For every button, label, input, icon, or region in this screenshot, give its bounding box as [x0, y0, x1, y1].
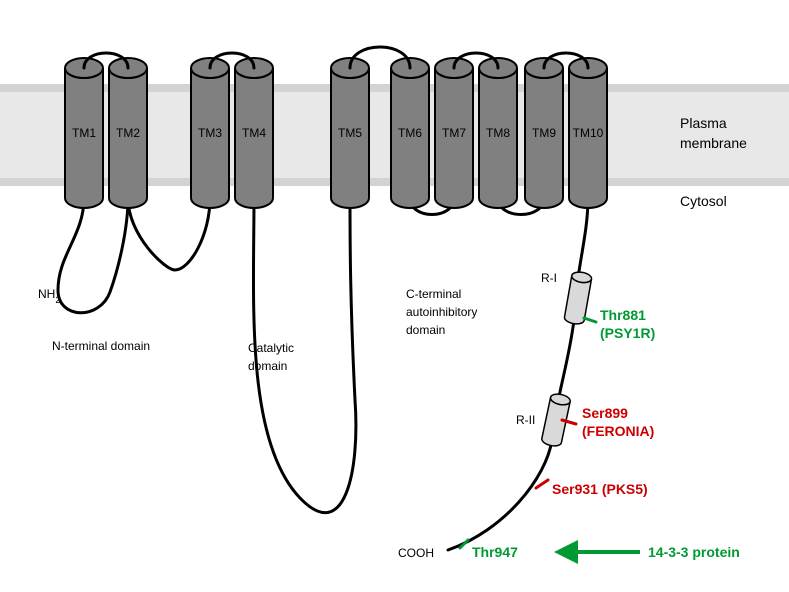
helix-label-TM5: TM5: [338, 126, 362, 140]
regulatory-label-r1: R-I: [541, 271, 557, 285]
label-membrane: membrane: [680, 135, 747, 151]
label-14-3-3: 14-3-3 protein: [648, 544, 740, 560]
phos-kinase-thr881: (PSY1R): [600, 325, 655, 341]
helix-label-TM7: TM7: [442, 126, 466, 140]
helix-TM2: TM2: [109, 58, 147, 208]
helix-label-TM4: TM4: [242, 126, 266, 140]
phos-residue-thr881: Thr881: [600, 307, 646, 323]
helix-label-TM8: TM8: [486, 126, 510, 140]
helix-TM9: TM9: [525, 58, 563, 208]
c-terminal-domain-label-2: domain: [406, 323, 445, 337]
phos-kinase-ser899: (FERONIA): [582, 423, 654, 439]
helix-TM5: TM5: [331, 58, 369, 208]
regulatory-r1: [564, 271, 593, 326]
helix-TM10: TM10: [569, 58, 607, 208]
helix-TM4: TM4: [235, 58, 273, 208]
helix-TM3: TM3: [191, 58, 229, 208]
catalytic-loop: [253, 198, 355, 513]
label-plasma: Plasma: [680, 115, 727, 131]
phos-residue-ser899: Ser899: [582, 405, 628, 421]
helix-TM1: TM1: [65, 58, 103, 208]
helix-label-TM2: TM2: [116, 126, 140, 140]
helix-label-TM9: TM9: [532, 126, 556, 140]
phos-residue-thr947: Thr947: [472, 544, 518, 560]
c-terminal-segment-2: [448, 440, 552, 550]
c-terminal-segment-1: [558, 320, 574, 402]
phos-tick-thr881: [584, 318, 596, 322]
regulatory-label-r2: R-II: [516, 413, 535, 427]
catalytic-label-1: Catalytic: [248, 341, 294, 355]
helix-label-TM3: TM3: [198, 126, 222, 140]
phos-tick-ser931: [536, 480, 548, 488]
helix-TM8: TM8: [479, 58, 517, 208]
c-terminal-segment-0: [578, 198, 588, 278]
cooh-label: COOH: [398, 546, 434, 560]
helix-TM6: TM6: [391, 58, 429, 208]
n-terminal-domain-label: N-terminal domain: [52, 339, 150, 353]
helix-label-TM1: TM1: [72, 126, 96, 140]
helix-label-TM6: TM6: [398, 126, 422, 140]
cyto-loop-tm2-tm3: [128, 198, 210, 270]
label-cytosol: Cytosol: [680, 193, 727, 209]
catalytic-label-2: domain: [248, 359, 287, 373]
helix-TM7: TM7: [435, 58, 473, 208]
phos-residue-ser931: Ser931 (PKS5): [552, 481, 648, 497]
helix-label-TM10: TM10: [573, 126, 604, 140]
c-terminal-domain-label-0: C-terminal: [406, 287, 461, 301]
n-terminal-loop: [58, 198, 128, 313]
c-terminal-domain-label-1: autoinhibitory: [406, 305, 477, 319]
